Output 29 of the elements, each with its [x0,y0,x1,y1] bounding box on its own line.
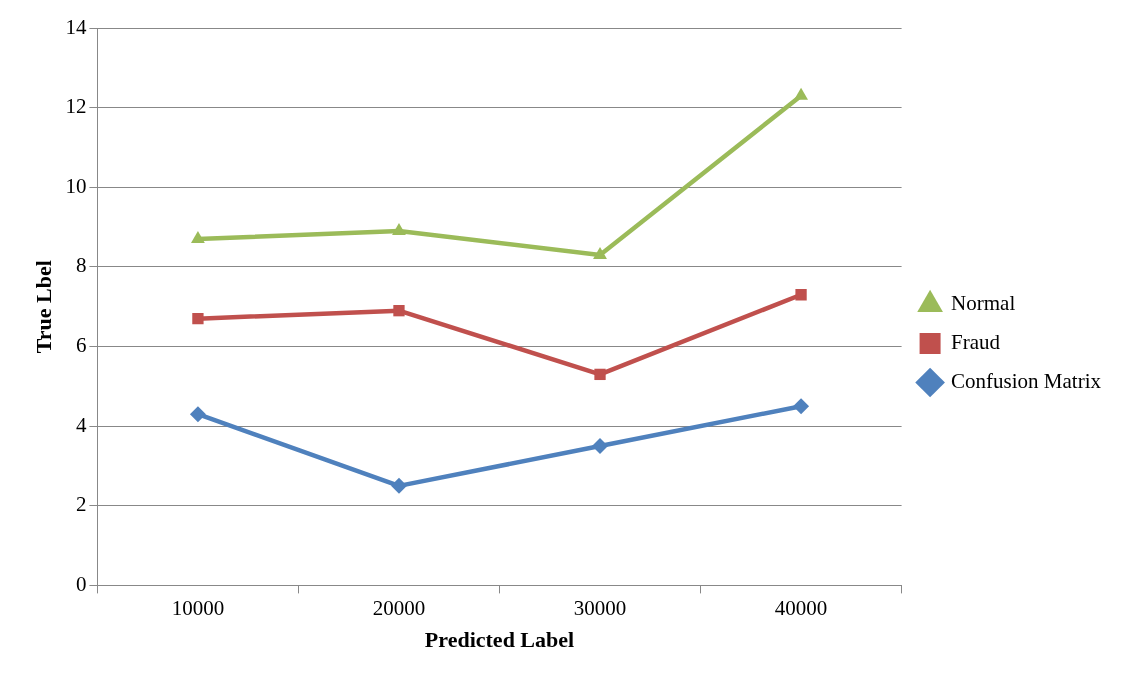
point [795,289,807,301]
y-tick-label: 2 [75,492,87,517]
y-tick-label: 12 [65,94,87,119]
point [191,231,205,244]
legend-label: Fraud [951,330,1001,355]
x-tick-label: 10000 [171,595,225,620]
point [794,87,808,100]
legend-label: Confusion Matrix [951,369,1102,394]
point [192,312,204,325]
y-tick-label: 6 [75,333,87,358]
y-tick-label: 0 [75,571,87,596]
y-tick-label: 10 [65,173,87,198]
point [592,438,609,455]
x-tick-label: 40000 [774,595,828,620]
x-tick-label: 30000 [573,595,627,620]
x-tick-label: 20000 [372,595,426,620]
point [392,223,406,236]
y-axis-title: True Lbel [30,260,56,354]
point [390,477,407,494]
point [594,368,606,381]
point [189,406,206,423]
point [793,398,810,415]
y-tick-label: 4 [75,412,87,437]
y-tick-label: 14 [65,14,87,39]
point [393,305,405,317]
point [593,246,607,259]
y-tick-label: 8 [75,253,87,278]
x-axis-title: Predicted Label [424,627,575,653]
legend-label: Normal [951,291,1016,316]
